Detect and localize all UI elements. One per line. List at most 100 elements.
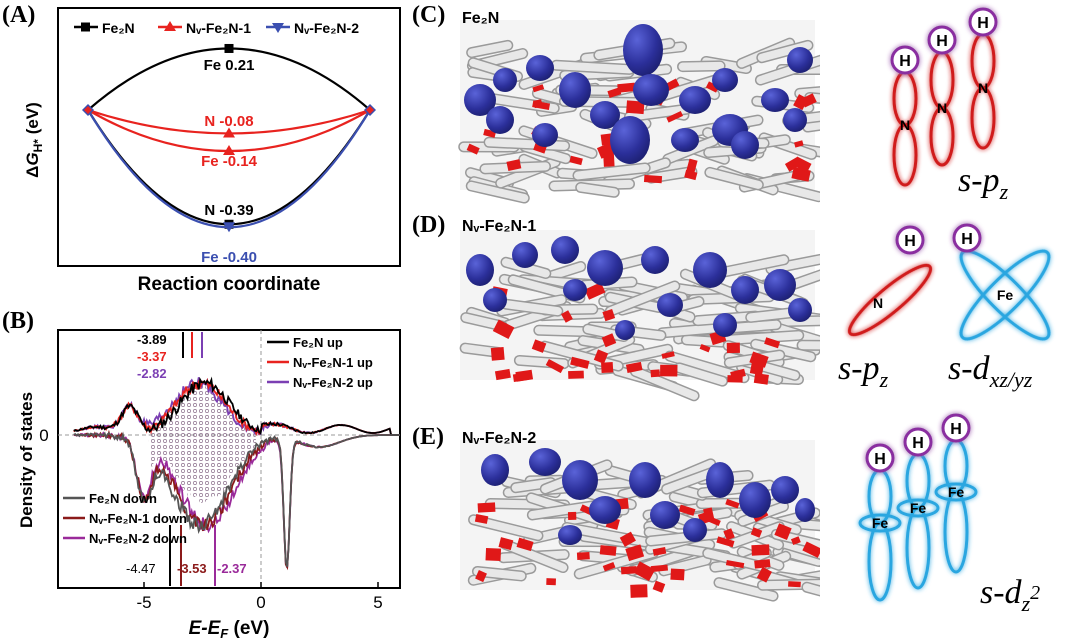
struct-d-n-atom — [490, 347, 505, 361]
tick-y-0: 0 — [39, 426, 48, 445]
struct-c-stick — [625, 105, 691, 121]
struct-d-n-atom — [570, 356, 590, 369]
atom-label-e-fe-0: Fe — [872, 515, 889, 531]
panel-label-c: (C) — [412, 2, 446, 28]
dos-shaded-area — [148, 381, 257, 507]
tick-x-5: 5 — [373, 593, 382, 612]
h-atom-label-e-1: H — [912, 435, 924, 452]
h-atom-ring-c-1 — [927, 25, 957, 55]
annot-n-008: N -0.08 — [204, 113, 253, 130]
label-structure-c: Fe₂N — [462, 10, 500, 27]
struct-d-n-atom — [753, 372, 769, 385]
band-down-1: -4.47 — [126, 561, 156, 576]
struct-c-stick — [485, 138, 569, 150]
struct-e-n-atom — [546, 578, 556, 586]
h-atom-ring-e-1 — [903, 427, 933, 457]
struct-c-isosurface — [532, 123, 558, 147]
panel-a-chart: Fe₂N Nᵥ-Fe₂N-1 Nᵥ-Fe₂N-2 Fe 0.21 N -0.08… — [23, 7, 401, 295]
struct-e-n-atom — [498, 537, 514, 551]
struct-d-isosurface — [466, 254, 494, 286]
struct-c-n-atom — [466, 143, 480, 155]
struct-d-n-atom — [601, 362, 614, 374]
band-down-2: -3.53 — [177, 561, 207, 576]
panel-a-ylabel: ΔGH* (eV) — [23, 102, 45, 178]
struct-c-n-atom — [532, 100, 551, 111]
marker-a-4 — [223, 222, 235, 233]
struct-d-n-atom — [593, 349, 609, 364]
orbital-label-e: s-dz2 — [980, 574, 1041, 616]
orbital-torus-e-1 — [896, 498, 940, 518]
struct-c-isosurface — [526, 55, 554, 81]
band-up-3: -2.82 — [137, 366, 167, 381]
struct-e-isosurface — [650, 501, 680, 529]
struct-c-n-atom — [506, 159, 522, 172]
orbital-s-dz2-e: H Fe H Fe H Fe — [858, 413, 978, 602]
struct-e-n-atom — [754, 559, 771, 569]
struct-e-stick — [473, 567, 526, 580]
h-atom-ring-e-0 — [865, 443, 895, 473]
atom-label-d-fe: Fe — [997, 287, 1014, 303]
struct-c-n-atom — [626, 100, 645, 115]
orbital-lobe-e-bot-1 — [905, 506, 931, 590]
h-atom-label-e-2: H — [950, 421, 962, 438]
endpoint-a-inner-0 — [84, 106, 92, 114]
struct-d-n-atom — [601, 333, 617, 348]
panel-b-ylabel: Density of states — [17, 392, 36, 528]
struct-c-stick — [803, 121, 820, 132]
struct-d-n-atom — [661, 351, 675, 359]
struct-e-isosurface — [771, 476, 799, 504]
orbital-torus-e-2 — [934, 482, 978, 502]
struct-c-isosurface — [590, 101, 620, 129]
orbital-lobe-c-bot-1 — [929, 106, 955, 167]
struct-c-n-atom — [800, 93, 817, 108]
struct-d-n-atom — [512, 372, 529, 382]
struct-d-n-atom — [727, 375, 743, 383]
annot-n-039: N -0.39 — [204, 202, 253, 219]
struct-d-n-atom — [660, 364, 678, 377]
struct-c-n-atom — [569, 155, 583, 166]
struct-c-stick — [805, 93, 820, 103]
struct-c-n-atom — [794, 140, 804, 148]
struct-c-isosurface — [610, 116, 650, 164]
struct-e-n-atom — [670, 568, 685, 581]
label-structure-d: Nᵥ-Fe₂N-1 — [462, 218, 537, 235]
panel-label-a: (A) — [2, 2, 36, 28]
struct-c-stick — [552, 61, 634, 74]
struct-c-n-atom — [686, 158, 698, 173]
struct-c-stick — [705, 168, 763, 189]
h-atom-label-e-0: H — [874, 451, 886, 468]
struct-e-n-atom — [485, 547, 502, 562]
struct-c-isosurface — [623, 24, 663, 76]
h-atom-ring-e-2 — [941, 413, 971, 443]
structure-nv-fe2n-1 — [459, 230, 820, 402]
struct-e-n-atom — [678, 504, 696, 516]
struct-e-stick — [703, 549, 766, 571]
band-up-2: -3.37 — [137, 349, 167, 364]
struct-c-n-atom — [643, 174, 663, 184]
orbital-label-c: s-pz — [958, 162, 1009, 204]
legend-b-up-2: Nᵥ-Fe₂N-1 up — [293, 355, 373, 370]
struct-c-stick — [678, 61, 725, 71]
struct-c-isosurface — [493, 68, 517, 92]
struct-e-n-atom — [716, 536, 735, 548]
struct-d-n-atom — [625, 361, 643, 373]
struct-c-n-atom — [603, 153, 615, 167]
atom-label-e-fe-1: Fe — [910, 500, 927, 516]
struct-c-n-atom — [792, 156, 812, 173]
struct-e-n-atom — [652, 547, 667, 556]
structure-nv-fe2n-2 — [460, 440, 820, 602]
struct-d-isosurface — [563, 279, 587, 301]
tick-x-0: 0 — [256, 593, 265, 612]
orbital-lobe-e-bot-2 — [943, 490, 969, 574]
orbital-lobe-d-pz — [847, 263, 933, 337]
struct-d-n-atom — [492, 319, 515, 340]
struct-d-isosurface — [641, 246, 669, 274]
panel-label-e: (E) — [412, 424, 444, 450]
struct-e-isosurface — [795, 498, 815, 522]
band-up-1: -3.89 — [137, 332, 167, 347]
struct-e-n-atom — [788, 581, 801, 588]
struct-d-n-atom — [531, 339, 547, 353]
panel-label-b: (B) — [2, 308, 34, 334]
struct-d-stick — [723, 331, 803, 344]
h-atom-label-d-left: H — [904, 233, 916, 250]
